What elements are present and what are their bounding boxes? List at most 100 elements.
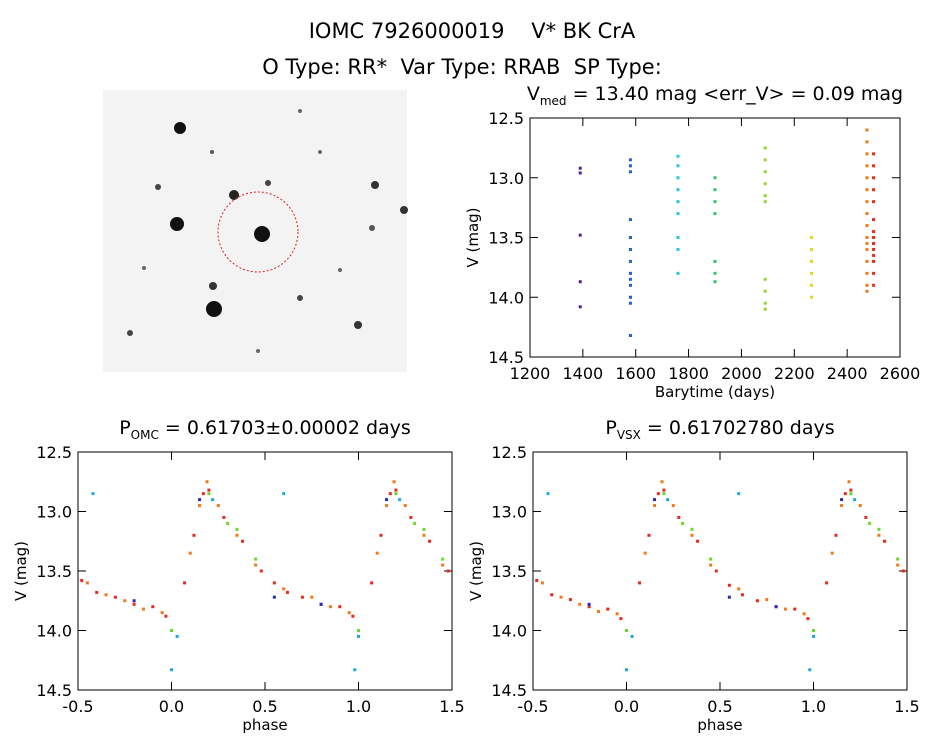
data-point — [132, 599, 136, 603]
chart-title: Vmed = 13.40 mag <err_V> = 0.09 mag — [527, 83, 903, 108]
data-point — [872, 259, 876, 263]
title-subscript: OMC — [131, 428, 159, 442]
data-point — [809, 295, 813, 299]
data-point — [676, 188, 680, 192]
data-point — [865, 289, 869, 293]
x-tick-label: 1.0 — [346, 697, 371, 716]
data-point — [95, 590, 99, 594]
data-point — [310, 595, 314, 599]
data-point — [198, 504, 202, 508]
data-point — [713, 280, 717, 284]
data-point — [843, 492, 847, 496]
data-point — [385, 504, 389, 508]
data-point — [328, 605, 332, 609]
data-point — [865, 128, 869, 132]
data-point — [666, 498, 670, 502]
data-point — [763, 307, 767, 311]
y-tick-label: 13.5 — [491, 562, 527, 581]
data-point — [394, 492, 398, 496]
data-point — [872, 236, 876, 239]
y-axis-label: V (mag) — [464, 207, 482, 267]
y-tick-label: 12.5 — [488, 109, 524, 128]
data-point — [872, 164, 876, 168]
chart-title: PVSX = 0.61702780 days — [605, 417, 834, 442]
data-point — [422, 533, 426, 537]
data-point — [865, 283, 869, 287]
data-point — [812, 629, 815, 632]
data-point — [357, 634, 360, 638]
x-tick-label: 1.5 — [439, 697, 464, 716]
data-point — [727, 583, 731, 587]
data-point — [628, 271, 632, 275]
data-point — [568, 598, 572, 602]
data-point — [85, 581, 89, 585]
data-point — [872, 241, 876, 245]
data-point — [808, 668, 812, 672]
data-point — [740, 593, 744, 597]
data-point — [347, 611, 351, 615]
data-point — [638, 581, 642, 585]
data-point — [809, 247, 813, 251]
x-axis-label: phase — [697, 716, 742, 734]
data-point — [201, 492, 205, 496]
data-point — [676, 212, 680, 216]
data-point — [763, 146, 767, 150]
x-tick-label: 1600 — [615, 364, 656, 383]
data-point — [809, 236, 813, 239]
x-tick-label: 0.0 — [614, 697, 639, 716]
data-point — [164, 614, 168, 618]
y-tick-label: 12.5 — [491, 443, 527, 462]
data-point — [676, 164, 680, 168]
data-point — [578, 305, 582, 309]
title-main: P — [605, 417, 616, 439]
page-title: IOMC 7926000019 V* BK CrA — [309, 19, 636, 43]
data-point — [872, 271, 876, 275]
data-point — [690, 527, 694, 531]
data-point — [628, 283, 632, 287]
data-point — [370, 581, 374, 585]
x-tick-label: 2400 — [827, 364, 868, 383]
data-point — [765, 598, 769, 602]
data-point — [540, 581, 544, 585]
data-point — [896, 563, 900, 567]
data-point — [901, 569, 905, 573]
data-point — [872, 230, 876, 234]
y-tick-label: 14.5 — [488, 348, 524, 367]
data-point — [388, 492, 392, 496]
data-point — [559, 595, 563, 599]
data-point — [709, 563, 713, 567]
data-point — [628, 259, 632, 263]
data-point — [872, 152, 876, 156]
x-tick-label: 2200 — [774, 364, 815, 383]
data-point — [825, 581, 829, 585]
data-point — [628, 164, 632, 168]
data-point — [619, 617, 623, 621]
data-point — [793, 607, 797, 611]
data-point — [628, 333, 632, 337]
data-point — [379, 533, 383, 537]
data-point — [872, 176, 876, 180]
y-tick-label: 13.5 — [36, 562, 72, 581]
data-point — [587, 602, 591, 606]
data-point — [441, 557, 445, 561]
data-point — [205, 480, 209, 484]
data-point — [216, 504, 220, 508]
data-point — [830, 551, 834, 555]
data-point — [628, 301, 632, 305]
data-point — [160, 611, 164, 615]
data-point — [596, 609, 600, 613]
chart-title: POMC = 0.61703±0.00002 days — [119, 417, 411, 442]
data-point — [628, 218, 632, 222]
data-point — [606, 607, 610, 611]
data-point — [398, 498, 402, 502]
data-point — [865, 259, 869, 263]
title-subscript: med — [540, 94, 567, 108]
data-point — [282, 492, 286, 496]
data-point — [713, 259, 717, 263]
data-point — [763, 200, 767, 204]
data-point — [226, 521, 230, 525]
data-point — [653, 504, 657, 508]
data-point — [422, 527, 426, 531]
data-point — [628, 247, 632, 251]
